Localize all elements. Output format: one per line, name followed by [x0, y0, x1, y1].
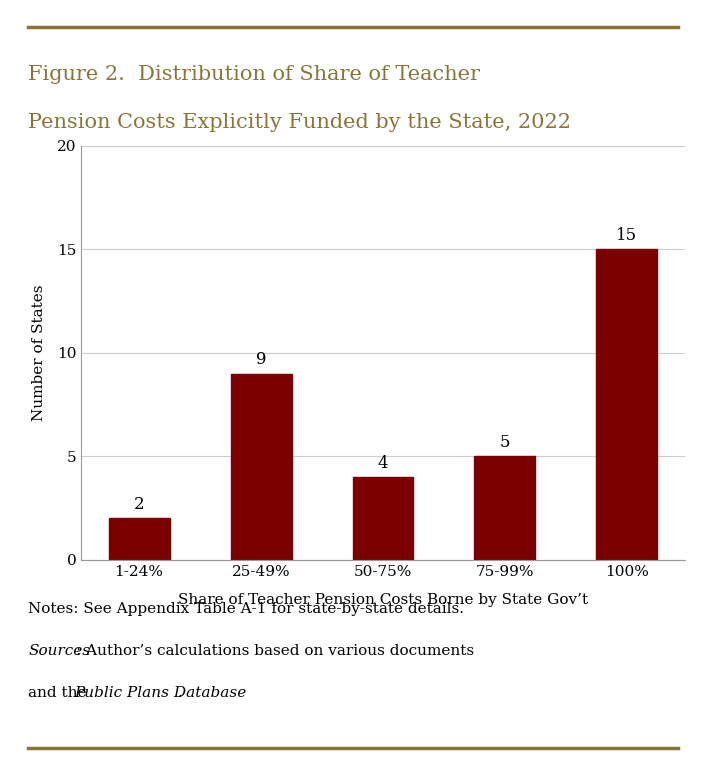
Bar [597, 249, 657, 560]
Text: Notes: See Appendix Table A-1 for state-by-state details.: Notes: See Appendix Table A-1 for state-… [28, 602, 465, 616]
Text: 9: 9 [256, 351, 266, 368]
Text: 2: 2 [134, 496, 145, 513]
Bar [474, 456, 535, 560]
Y-axis label: Number of States: Number of States [32, 285, 46, 421]
Text: Sources: Sources [28, 644, 90, 658]
Bar [109, 518, 169, 560]
Text: Public Plans Database: Public Plans Database [74, 686, 246, 700]
Text: 5: 5 [500, 434, 510, 451]
Text: : Author’s calculations based on various documents: : Author’s calculations based on various… [76, 644, 474, 658]
Text: Figure 2.  Distribution of Share of Teacher: Figure 2. Distribution of Share of Teach… [28, 65, 480, 84]
Text: 4: 4 [378, 455, 388, 472]
Text: and the: and the [28, 686, 92, 700]
Text: Pension Costs Explicitly Funded by the State, 2022: Pension Costs Explicitly Funded by the S… [28, 113, 571, 132]
Bar [231, 374, 292, 560]
Text: .: . [178, 686, 183, 700]
X-axis label: Share of Teacher Pension Costs Borne by State Gov’t: Share of Teacher Pension Costs Borne by … [178, 593, 588, 607]
Text: 15: 15 [616, 227, 638, 244]
Bar [352, 477, 414, 560]
